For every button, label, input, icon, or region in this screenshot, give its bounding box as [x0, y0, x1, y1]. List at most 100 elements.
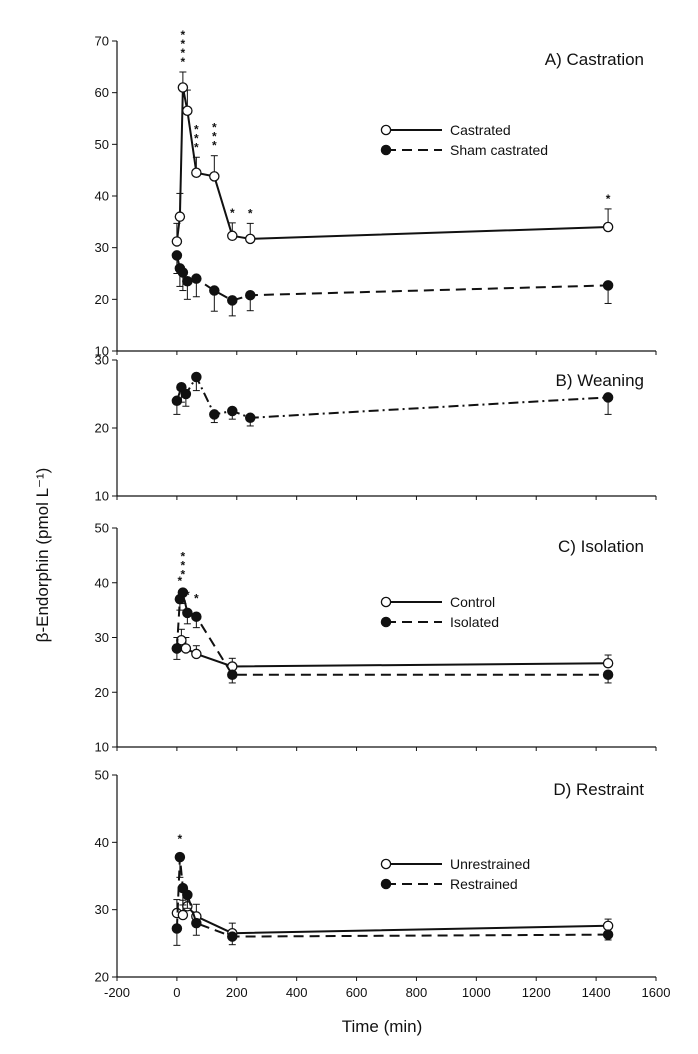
panel-title: C) Isolation: [558, 537, 644, 556]
series-weaning: [171, 371, 614, 427]
legend-label: Sham castrated: [450, 142, 548, 158]
series-line: [175, 255, 609, 302]
y-tick-label: 60: [95, 85, 109, 100]
y-tick-label: 50: [95, 521, 109, 536]
data-point: [180, 388, 192, 400]
significance-star: *: [606, 192, 611, 206]
significance-star: *: [230, 206, 235, 220]
legend: Control Isolated: [380, 594, 499, 630]
significance-star: *: [194, 131, 199, 145]
data-point: [182, 607, 193, 619]
chart-panel-4: 20 30 40 50 -200 0 200 400 600 800 1000 1200 1400 160…: [95, 768, 671, 1001]
data-point: [602, 657, 614, 669]
y-tick-label: 50: [95, 137, 109, 152]
x-tick-label: 800: [406, 985, 428, 1000]
data-point: [191, 611, 202, 622]
legend-swatch-marker: [380, 596, 392, 608]
legend-label: Control: [450, 594, 495, 610]
data-point: [602, 280, 614, 291]
x-tick-label: 1000: [462, 985, 491, 1000]
data-point: [177, 82, 189, 93]
series-line: [176, 638, 609, 668]
y-tick-label: 20: [95, 685, 109, 700]
legend-label: Castrated: [450, 122, 511, 138]
significance-star: *: [194, 122, 199, 136]
data-point: [171, 395, 183, 407]
series-line: [176, 904, 609, 935]
significance-star: *: [181, 55, 186, 69]
data-point: [191, 648, 202, 660]
data-point: [602, 221, 614, 233]
significance-star: *: [181, 28, 186, 42]
series-control: [171, 628, 614, 672]
panel-title: D) Restraint: [553, 780, 644, 799]
x-tick-label: -200: [104, 985, 130, 1000]
data-point: [174, 851, 186, 863]
series-castrated: *********** **: [171, 28, 614, 247]
data-point: [174, 211, 186, 222]
x-tick-label: 600: [346, 985, 368, 1000]
significance-star: *: [212, 121, 217, 135]
y-tick-label: 20: [95, 421, 109, 436]
data-point: [182, 105, 193, 117]
data-point: [177, 267, 189, 278]
y-tick-label: 30: [95, 240, 109, 255]
legend: Unrestrained Restrained: [380, 856, 530, 892]
legend-swatch-marker: [380, 124, 392, 136]
data-point: [191, 167, 202, 178]
legend-swatch-marker: [380, 878, 392, 890]
data-point: [602, 929, 614, 940]
data-point: [245, 412, 256, 424]
data-point: [227, 295, 238, 306]
data-point: [209, 285, 220, 296]
data-point: [191, 371, 202, 383]
significance-star: *: [181, 550, 186, 564]
significance-star: *: [181, 559, 186, 573]
series-line: [175, 857, 609, 938]
data-point: [227, 405, 238, 417]
data-point: [602, 920, 614, 932]
significance-star: *: [212, 130, 217, 144]
data-point: [191, 273, 202, 284]
significance-star: *: [212, 139, 217, 153]
x-tick-label: 1600: [642, 985, 671, 1000]
data-point: [171, 250, 183, 261]
legend-label: Isolated: [450, 614, 499, 630]
legend-swatch-marker: [380, 144, 392, 156]
series-line: [175, 87, 609, 242]
data-point: [171, 643, 183, 654]
data-point: [180, 643, 192, 654]
data-point: [227, 669, 238, 680]
y-tick-label: 40: [95, 835, 109, 850]
y-tick-label: 10: [95, 740, 109, 755]
y-tick-label: 20: [95, 970, 109, 985]
data-point: [177, 909, 189, 921]
y-tick-label: 70: [95, 34, 109, 49]
panel-title: A) Castration: [545, 50, 644, 69]
significance-star: *: [194, 592, 199, 606]
chart-panel-2: 10 20 30 B) Weaning: [95, 353, 657, 504]
series-isolated: ***** *: [171, 550, 614, 684]
data-point: [191, 917, 202, 929]
x-tick-label: 200: [226, 985, 248, 1000]
y-tick-label: 40: [95, 189, 109, 204]
y-tick-label: 30: [95, 902, 109, 917]
data-point: [209, 409, 220, 420]
y-tick-label: 10: [95, 489, 109, 504]
data-point: [227, 931, 238, 942]
series-sham-castrated: [171, 250, 614, 317]
data-point: [182, 889, 193, 901]
y-tick-label: 20: [95, 292, 109, 307]
y-tick-label: 40: [95, 575, 109, 590]
x-axis-title: Time (min): [342, 1017, 423, 1036]
panel-title: B) Weaning: [555, 371, 644, 390]
data-point: [171, 923, 183, 934]
significance-star: *: [248, 206, 253, 220]
significance-star: *: [181, 568, 186, 582]
legend-label: Restrained: [450, 876, 518, 892]
series-restrained: *: [171, 832, 614, 946]
significance-star: *: [181, 37, 186, 51]
significance-star: *: [194, 140, 199, 154]
